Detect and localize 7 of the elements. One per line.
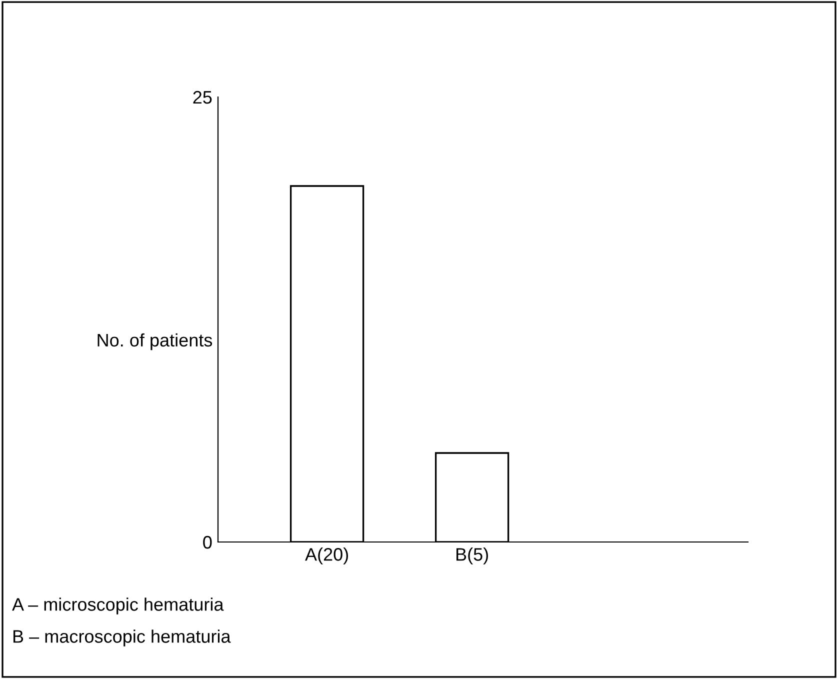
text: A – microscopic hematuria <box>12 598 224 614</box>
x-tick-label: A(20) <box>305 548 348 564</box>
x-tick-label: B(5) <box>456 548 488 564</box>
y-axis-title: No. of patients <box>98 333 212 350</box>
y-tick-label: 25 <box>193 90 212 104</box>
y-tick-label: 0 <box>203 536 212 549</box>
text: B – macroscopic hematuria <box>13 630 231 646</box>
